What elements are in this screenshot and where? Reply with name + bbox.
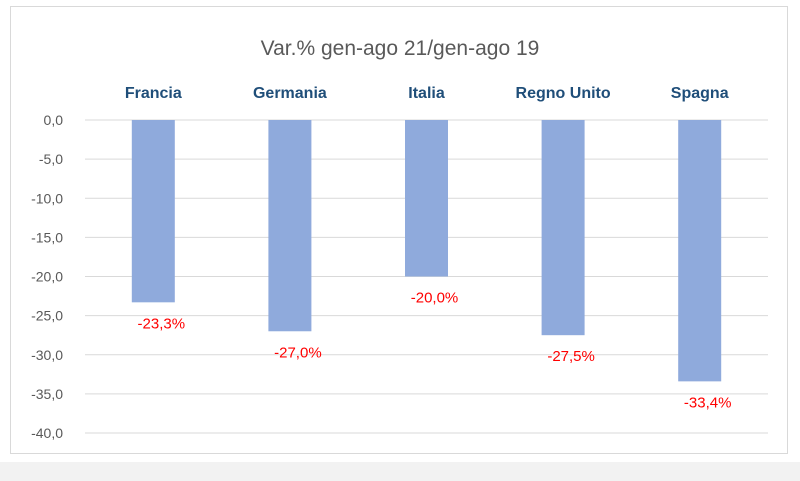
y-tick-label: -35,0 xyxy=(31,386,63,402)
y-axis-tick-labels: 0,0 -5,0 -10,0 -15,0 -20,0 -25,0 -30,0 -35,0 -40… xyxy=(31,112,63,441)
y-tick-label: -15,0 xyxy=(31,229,63,245)
bar xyxy=(405,120,448,277)
chart-title: Var.% gen-ago 21/gen-ago 19 xyxy=(261,37,540,60)
bars xyxy=(131,120,722,382)
category-labels: Francia Germania Italia Regno Unito Spagna xyxy=(125,85,729,102)
category-label: Italia xyxy=(408,85,445,102)
y-tick-label: -25,0 xyxy=(31,308,63,324)
category-label: Germania xyxy=(253,85,327,102)
y-tick-label: -30,0 xyxy=(31,347,63,363)
data-label: -27,5% xyxy=(547,348,595,365)
bar xyxy=(678,120,722,382)
y-tick-label: -10,0 xyxy=(31,190,63,206)
bar xyxy=(541,120,585,336)
bottom-strip xyxy=(0,462,800,481)
data-label: -23,3% xyxy=(138,315,186,332)
data-label: -27,0% xyxy=(274,344,322,361)
data-label: -20,0% xyxy=(411,290,459,307)
category-label: Francia xyxy=(125,85,182,102)
bar xyxy=(268,120,312,332)
y-tick-label: 0,0 xyxy=(44,112,64,128)
bar xyxy=(131,120,175,303)
y-tick-label: -5,0 xyxy=(39,151,63,167)
y-tick-label: -40,0 xyxy=(31,425,63,441)
category-label: Regno Unito xyxy=(516,85,611,102)
y-tick-label: -20,0 xyxy=(31,269,63,285)
data-labels: -23,3% -27,0% -20,0% -27,5% -33,4% xyxy=(138,290,732,412)
category-label: Spagna xyxy=(671,85,729,102)
data-label: -33,4% xyxy=(684,394,732,411)
